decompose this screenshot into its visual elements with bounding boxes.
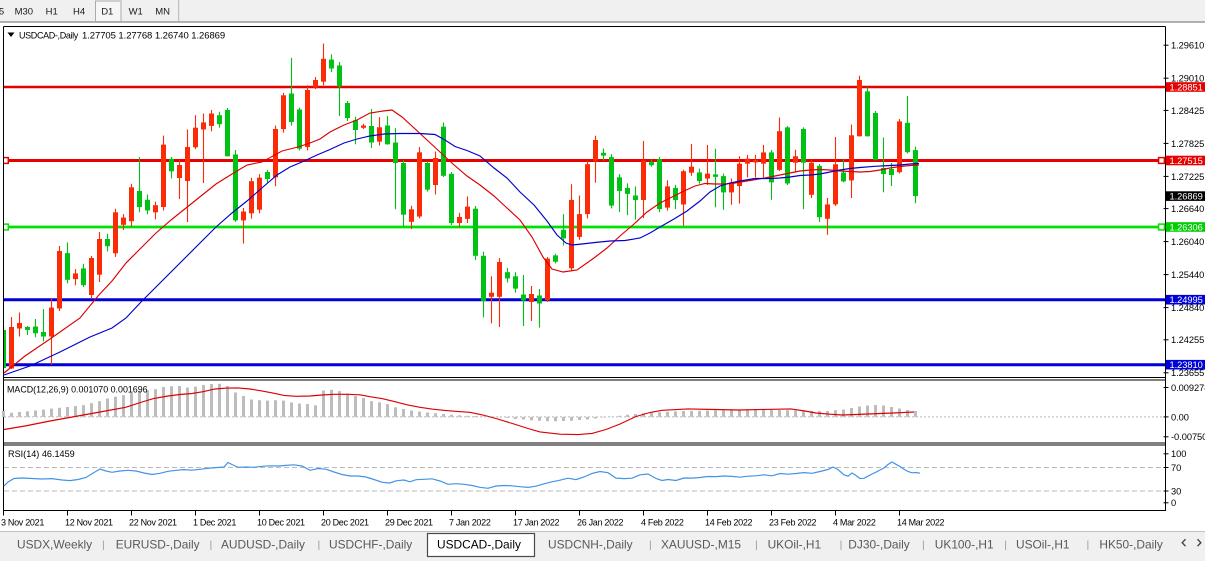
svg-text:70: 70 [1171,463,1181,473]
svg-text:USDX,Weekly: USDX,Weekly [17,538,92,552]
svg-text:20 Dec 2021: 20 Dec 2021 [321,518,369,528]
svg-text:HK50-,Daily: HK50-,Daily [1099,538,1162,552]
svg-text:1.26869: 1.26869 [1170,192,1203,202]
svg-text:1.29010: 1.29010 [1171,74,1204,84]
svg-text:|: | [1087,539,1090,551]
svg-text:USDCHF-,Daily: USDCHF-,Daily [329,538,412,552]
svg-text:1.25440: 1.25440 [1171,270,1204,280]
svg-text:5: 5 [0,7,4,18]
svg-text:1.28851: 1.28851 [1170,82,1203,92]
svg-text:14 Feb 2022: 14 Feb 2022 [705,518,753,528]
svg-text:10 Dec 2021: 10 Dec 2021 [257,518,305,528]
svg-text:H4: H4 [73,7,85,18]
svg-text:|: | [1004,539,1007,551]
svg-text:12 Nov 2021: 12 Nov 2021 [65,518,113,528]
svg-text:1.27825: 1.27825 [1171,139,1204,149]
svg-text:|: | [318,539,321,551]
svg-text:MN: MN [155,7,170,18]
svg-text:1.26040: 1.26040 [1171,237,1204,247]
svg-text:1 Dec 2021: 1 Dec 2021 [193,518,236,528]
svg-text:0: 0 [1171,498,1176,508]
svg-text:3 Nov 2021: 3 Nov 2021 [1,518,44,528]
svg-text:26 Jan 2022: 26 Jan 2022 [577,518,624,528]
svg-text:14 Mar 2022: 14 Mar 2022 [897,518,945,528]
svg-text:0.00: 0.00 [1171,412,1189,422]
svg-text:4 Feb 2022: 4 Feb 2022 [641,518,684,528]
svg-text:USDCAD-,Daily: USDCAD-,Daily [437,538,521,552]
svg-text:M30: M30 [15,7,33,18]
svg-text:W1: W1 [129,7,143,18]
svg-text:USDCNH-,Daily: USDCNH-,Daily [548,538,633,552]
svg-text:22 Nov 2021: 22 Nov 2021 [129,518,177,528]
svg-text:1.26306: 1.26306 [1170,222,1203,232]
svg-text:1.26640: 1.26640 [1171,204,1204,214]
svg-text:RSI(14) 46.1459: RSI(14) 46.1459 [8,449,75,459]
svg-text:MACD(12,26,9) 0.001070 0.00169: MACD(12,26,9) 0.001070 0.001696 [7,385,148,395]
svg-text:USDCAD-,Daily: USDCAD-,Daily [19,31,79,41]
svg-text:UK100-,H1: UK100-,H1 [935,538,994,552]
svg-text:1.28425: 1.28425 [1171,106,1204,116]
svg-text:|: | [210,539,213,551]
svg-text:30: 30 [1171,486,1181,496]
svg-text:0.009278: 0.009278 [1171,383,1205,393]
svg-text:H1: H1 [46,7,58,18]
svg-text:1.27225: 1.27225 [1171,172,1204,182]
svg-text:|: | [649,539,652,551]
svg-text:EURUSD-,Daily: EURUSD-,Daily [116,538,200,552]
svg-text:UKOil-,H1: UKOil-,H1 [768,538,822,552]
svg-text:1.23655: 1.23655 [1171,368,1204,378]
svg-text:|: | [840,539,843,551]
svg-text:1.29610: 1.29610 [1171,41,1204,51]
svg-text:1.24255: 1.24255 [1171,335,1204,345]
svg-text:|: | [755,539,758,551]
svg-text:23 Feb 2022: 23 Feb 2022 [769,518,817,528]
svg-text:DJ30-,Daily: DJ30-,Daily [848,538,910,552]
svg-text:29 Dec 2021: 29 Dec 2021 [385,518,433,528]
svg-text:1.23810: 1.23810 [1170,360,1203,370]
svg-text:|: | [102,539,105,551]
svg-text:1.24840: 1.24840 [1171,303,1204,313]
svg-text:1.27515: 1.27515 [1170,156,1203,166]
svg-text:XAUUSD-,M15: XAUUSD-,M15 [661,538,741,552]
svg-text:|: | [922,539,925,551]
svg-text:7 Jan 2022: 7 Jan 2022 [449,518,491,528]
svg-text:-0.00750: -0.00750 [1171,432,1205,442]
svg-text:D1: D1 [101,7,113,18]
svg-text:AUDUSD-,Daily: AUDUSD-,Daily [221,538,305,552]
svg-text:USOil-,H1: USOil-,H1 [1016,538,1070,552]
svg-text:17 Jan 2022: 17 Jan 2022 [513,518,560,528]
svg-text:4 Mar 2022: 4 Mar 2022 [833,518,876,528]
svg-text:1.27705 1.27768 1.26740 1.2686: 1.27705 1.27768 1.26740 1.26869 [82,31,225,42]
svg-text:1.24995: 1.24995 [1170,295,1203,305]
svg-text:100: 100 [1171,449,1186,459]
